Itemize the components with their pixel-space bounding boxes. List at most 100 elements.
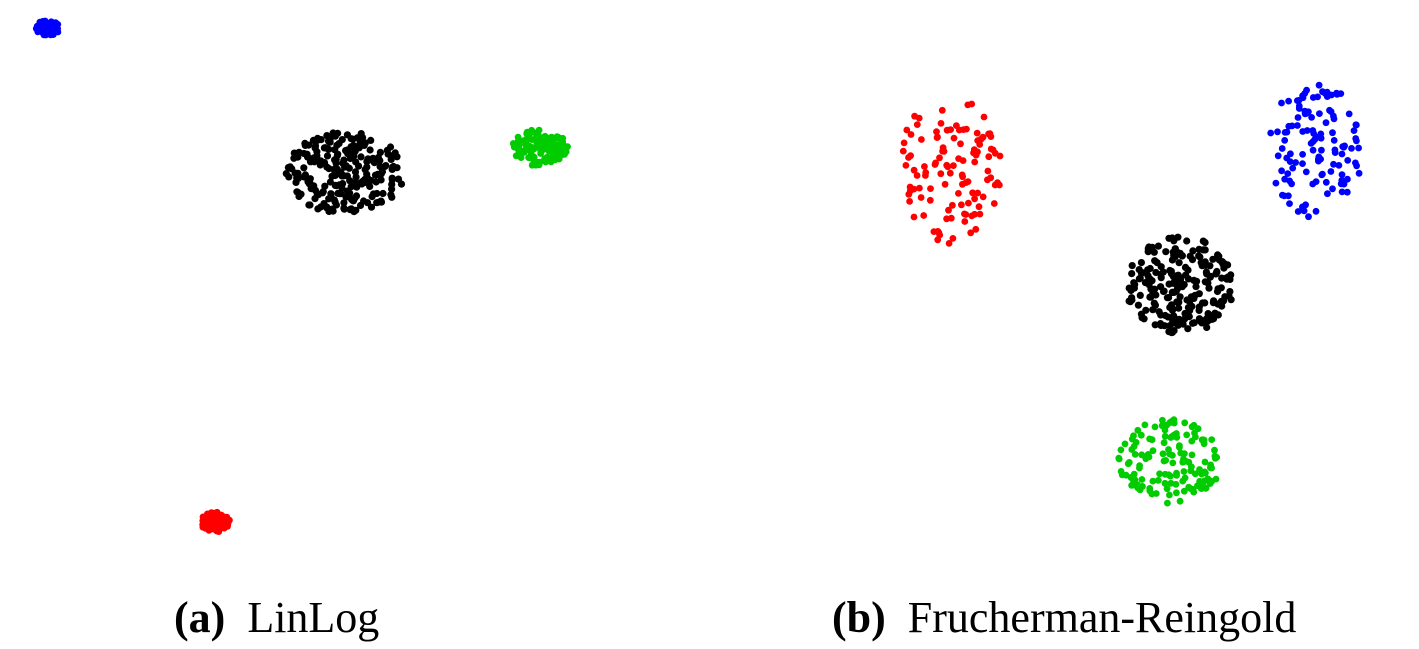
- data-point: [985, 130, 992, 138]
- data-point: [323, 132, 331, 140]
- data-point: [1338, 150, 1346, 158]
- data-point: [334, 150, 342, 158]
- data-point: [1329, 129, 1336, 137]
- data-point: [1315, 81, 1323, 89]
- data-point: [363, 199, 372, 207]
- data-point: [1324, 190, 1331, 198]
- data-point: [1188, 451, 1196, 459]
- data-point: [949, 201, 956, 209]
- data-point: [961, 218, 969, 225]
- scatter-plot-linlog: [32, 17, 571, 535]
- data-point: [1286, 200, 1293, 208]
- data-point: [1338, 171, 1346, 179]
- data-point: [968, 212, 976, 220]
- data-point: [1130, 279, 1138, 287]
- data-point: [291, 169, 299, 177]
- data-point: [391, 149, 399, 157]
- data-point: [1309, 146, 1317, 154]
- data-point: [1309, 180, 1317, 188]
- data-point: [905, 154, 912, 161]
- data-point: [1162, 248, 1170, 256]
- data-point: [1157, 270, 1165, 278]
- data-point: [958, 201, 965, 209]
- data-point: [366, 182, 374, 190]
- data-point: [1344, 175, 1351, 183]
- data-point: [1319, 170, 1326, 178]
- data-point: [1125, 459, 1133, 466]
- data-point: [333, 141, 341, 149]
- data-point: [1169, 305, 1177, 313]
- data-point: [990, 200, 998, 207]
- data-point: [1317, 155, 1324, 163]
- data-point: [1274, 152, 1282, 160]
- data-point: [910, 166, 918, 174]
- data-point: [1183, 296, 1191, 304]
- data-point: [1158, 422, 1166, 430]
- data-point: [535, 126, 543, 134]
- data-point: [1350, 127, 1358, 134]
- data-point: [1195, 252, 1203, 260]
- data-point: [376, 163, 384, 171]
- data-point: [343, 131, 351, 139]
- data-point: [1203, 323, 1211, 332]
- data-point: [1195, 315, 1204, 323]
- data-point: [343, 172, 351, 180]
- data-point: [40, 31, 48, 39]
- data-point: [1322, 178, 1330, 186]
- data-point: [1168, 418, 1175, 425]
- data-point: [1312, 207, 1320, 215]
- data-point: [1198, 436, 1206, 444]
- data-point: [1327, 168, 1335, 175]
- data-point: [1278, 145, 1286, 152]
- data-point: [1211, 454, 1219, 462]
- data-point: [945, 240, 953, 247]
- data-point: [1125, 297, 1133, 305]
- data-point: [984, 167, 992, 175]
- data-point: [1151, 257, 1159, 265]
- data-point: [1309, 94, 1317, 101]
- data-point: [913, 121, 921, 128]
- data-point: [950, 134, 958, 142]
- data-point: [1202, 469, 1209, 477]
- data-point: [1138, 476, 1146, 483]
- data-point: [339, 180, 347, 188]
- data-point: [900, 139, 908, 147]
- data-point: [343, 187, 352, 195]
- data-point: [931, 161, 939, 168]
- data-point: [1188, 256, 1197, 264]
- data-point: [1303, 86, 1310, 94]
- data-point: [1285, 97, 1292, 105]
- data-point: [1167, 472, 1174, 480]
- data-point: [1272, 179, 1280, 187]
- data-point: [1331, 146, 1339, 154]
- data-point: [1168, 433, 1176, 441]
- data-point: [1164, 499, 1171, 507]
- data-point: [320, 159, 329, 167]
- data-point: [1181, 474, 1189, 482]
- data-point: [955, 190, 962, 197]
- data-point: [530, 160, 538, 168]
- data-point: [1152, 291, 1160, 299]
- data-point: [1151, 423, 1159, 431]
- data-point: [950, 162, 957, 170]
- data-point: [1115, 455, 1123, 463]
- data-point: [976, 210, 984, 218]
- data-point: [1214, 300, 1222, 308]
- data-point: [1193, 277, 1201, 285]
- data-point: [546, 134, 554, 142]
- data-point: [920, 212, 928, 219]
- data-point: [973, 129, 981, 137]
- data-point: [1169, 459, 1177, 467]
- data-point: [961, 210, 968, 218]
- data-point: [1292, 159, 1299, 166]
- data-point: [1172, 480, 1180, 488]
- data-point: [352, 192, 361, 200]
- data-point: [1188, 437, 1196, 445]
- data-point: [1287, 150, 1294, 158]
- data-point: [903, 126, 911, 134]
- data-point: [1187, 467, 1195, 475]
- data-point: [555, 155, 563, 163]
- data-point: [962, 179, 970, 187]
- data-point: [1308, 114, 1315, 121]
- data-point: [553, 133, 561, 141]
